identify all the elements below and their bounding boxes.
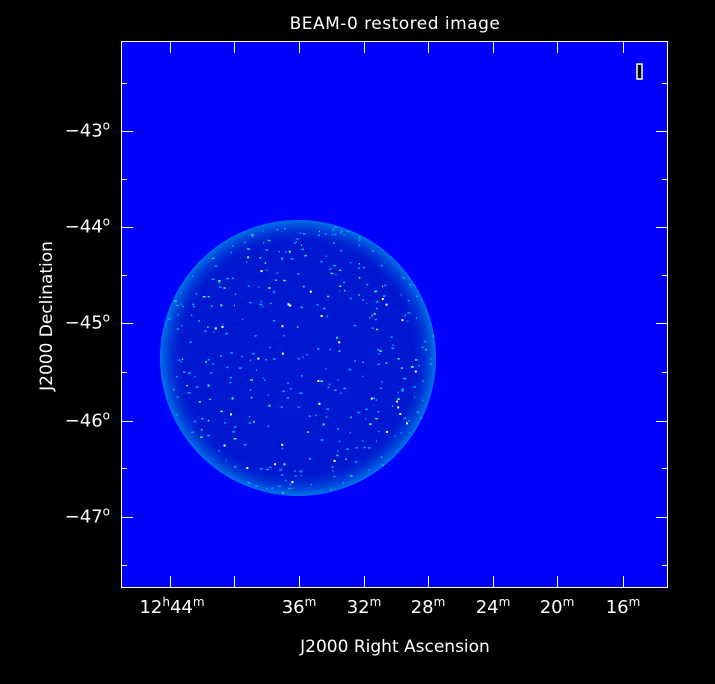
x-tick-label-0: 12h44m bbox=[139, 595, 205, 618]
disk-edge-ring bbox=[160, 220, 436, 496]
radio-source bbox=[385, 303, 388, 306]
radio-source bbox=[397, 406, 400, 409]
plot-title: BEAM-0 restored image bbox=[289, 14, 501, 34]
restored-image bbox=[160, 63, 643, 496]
radio-source bbox=[281, 443, 284, 446]
radio-source bbox=[318, 402, 321, 405]
x-tick-label-1: 36m bbox=[281, 595, 317, 618]
radio-source bbox=[401, 319, 404, 322]
radio-source bbox=[223, 444, 226, 447]
radio-source bbox=[207, 384, 210, 387]
image-frame bbox=[121, 41, 668, 588]
source-layer bbox=[207, 250, 417, 483]
radio-source bbox=[274, 463, 276, 466]
radio-source bbox=[268, 404, 271, 407]
radio-source bbox=[231, 397, 234, 400]
y-axis-label: J2000 Declination bbox=[37, 241, 57, 391]
beam-marker bbox=[636, 63, 643, 80]
radio-source bbox=[287, 303, 290, 306]
radio-source bbox=[414, 370, 417, 373]
radio-source bbox=[385, 430, 388, 433]
x-tick-label-6: 16m bbox=[605, 595, 641, 618]
radio-source bbox=[338, 341, 341, 344]
radio-source bbox=[322, 423, 325, 426]
radio-source bbox=[288, 250, 291, 253]
radio-source bbox=[289, 304, 292, 307]
radio-source bbox=[283, 463, 286, 466]
radio-source bbox=[268, 287, 271, 289]
radio-source bbox=[291, 481, 294, 483]
radio-source bbox=[396, 400, 399, 403]
x-tick-label-5: 20m bbox=[539, 595, 575, 618]
y-tick-label-2: −45o bbox=[64, 310, 110, 334]
radio-source bbox=[214, 327, 217, 330]
radio-source bbox=[246, 467, 249, 470]
radio-source bbox=[220, 304, 223, 307]
radio-source bbox=[309, 290, 312, 293]
radio-source bbox=[257, 357, 260, 360]
x-axis-label: J2000 Right Ascension bbox=[300, 637, 490, 657]
y-tick-label-4: −47o bbox=[64, 504, 110, 528]
radio-source bbox=[381, 298, 384, 300]
x-tick-label-3: 28m bbox=[410, 595, 446, 618]
radio-source bbox=[399, 413, 402, 415]
radio-source bbox=[370, 397, 373, 400]
y-tick-label-1: −44o bbox=[64, 214, 110, 238]
x-tick-label-2: 32m bbox=[346, 595, 382, 618]
radio-source bbox=[281, 325, 284, 328]
radio-source bbox=[333, 459, 336, 462]
radio-source bbox=[230, 413, 232, 416]
radio-source bbox=[260, 270, 263, 273]
radio-source bbox=[373, 312, 376, 315]
x-tick-label-4: 24m bbox=[475, 595, 511, 618]
radio-source bbox=[317, 380, 320, 382]
radio-source bbox=[320, 315, 323, 317]
radio-source bbox=[247, 256, 250, 259]
y-tick-label-0: −43o bbox=[64, 118, 110, 142]
radio-source bbox=[221, 325, 224, 328]
radio-source bbox=[281, 352, 284, 355]
y-tick-label-3: −46o bbox=[64, 408, 110, 432]
radio-source bbox=[406, 422, 408, 425]
